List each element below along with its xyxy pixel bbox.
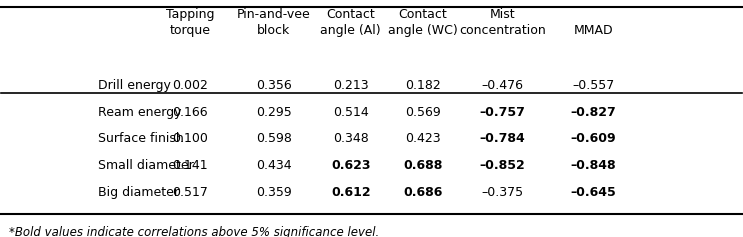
Text: 0.100: 0.100 — [172, 132, 208, 146]
Text: 0.434: 0.434 — [256, 159, 291, 172]
Text: 0.623: 0.623 — [331, 159, 371, 172]
Text: –0.852: –0.852 — [480, 159, 525, 172]
Text: –0.848: –0.848 — [571, 159, 617, 172]
Text: 0.002: 0.002 — [172, 79, 208, 92]
Text: 0.141: 0.141 — [172, 159, 208, 172]
Text: Surface finish: Surface finish — [97, 132, 184, 146]
Text: 0.569: 0.569 — [405, 105, 441, 118]
Text: Ream energy: Ream energy — [97, 105, 181, 118]
Text: –0.827: –0.827 — [571, 105, 617, 118]
Text: 0.213: 0.213 — [333, 79, 369, 92]
Text: –0.375: –0.375 — [481, 186, 524, 199]
Text: 0.182: 0.182 — [405, 79, 441, 92]
Text: –0.609: –0.609 — [571, 132, 617, 146]
Text: –0.757: –0.757 — [479, 105, 525, 118]
Text: 0.423: 0.423 — [405, 132, 441, 146]
Text: MMAD: MMAD — [574, 23, 614, 36]
Text: *Bold values indicate correlations above 5% significance level.: *Bold values indicate correlations above… — [9, 226, 379, 237]
Text: Tapping
torque: Tapping torque — [166, 8, 215, 36]
Text: 0.612: 0.612 — [331, 186, 371, 199]
Text: 0.166: 0.166 — [172, 105, 208, 118]
Text: –0.645: –0.645 — [571, 186, 617, 199]
Text: –0.476: –0.476 — [481, 79, 524, 92]
Text: Big diameter: Big diameter — [97, 186, 178, 199]
Text: –0.557: –0.557 — [572, 79, 614, 92]
Text: Small diameter: Small diameter — [97, 159, 193, 172]
Text: 0.359: 0.359 — [256, 186, 292, 199]
Text: 0.686: 0.686 — [403, 186, 442, 199]
Text: Drill energy: Drill energy — [97, 79, 170, 92]
Text: 0.514: 0.514 — [333, 105, 369, 118]
Text: 0.356: 0.356 — [256, 79, 292, 92]
Text: –0.784: –0.784 — [480, 132, 525, 146]
Text: Contact
angle (WC): Contact angle (WC) — [388, 8, 458, 36]
Text: Mist
concentration: Mist concentration — [459, 8, 546, 36]
Text: 0.517: 0.517 — [172, 186, 208, 199]
Text: 0.688: 0.688 — [403, 159, 442, 172]
Text: 0.295: 0.295 — [256, 105, 292, 118]
Text: 0.348: 0.348 — [333, 132, 369, 146]
Text: Pin-and-vee
block: Pin-and-vee block — [237, 8, 311, 36]
Text: Contact
angle (Al): Contact angle (Al) — [320, 8, 381, 36]
Text: 0.598: 0.598 — [256, 132, 292, 146]
